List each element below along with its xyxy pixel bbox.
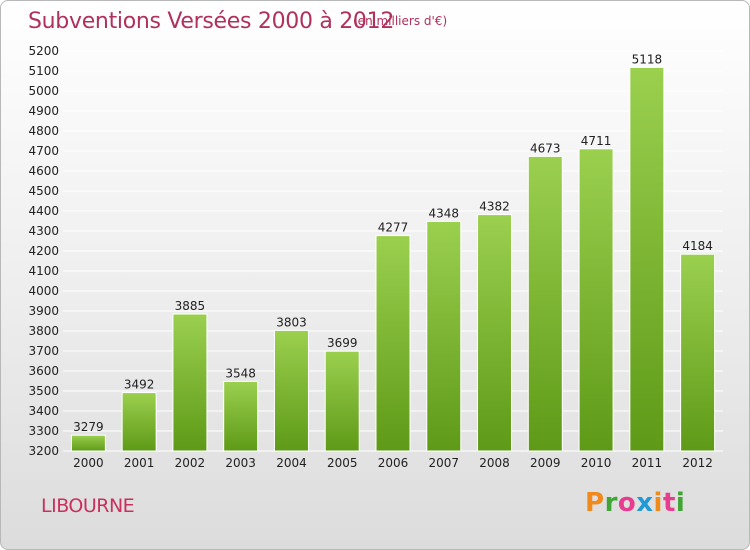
y-tick-label: 4800 — [28, 124, 59, 138]
chart-subtitle: (en milliers d'€) — [353, 14, 448, 28]
y-tick-label: 3500 — [28, 384, 59, 398]
value-label: 5118 — [632, 52, 663, 66]
brand-letter: t — [662, 488, 676, 518]
bar-2005 — [324, 350, 360, 452]
chart-title: Subventions Versées 2000 à 2012 — [28, 9, 395, 34]
value-label: 3885 — [175, 299, 206, 313]
x-tick-label: 2004 — [276, 456, 307, 470]
x-tick-label: 2005 — [327, 456, 358, 470]
bar-2011 — [629, 66, 665, 452]
value-label: 4348 — [428, 206, 459, 220]
y-tick-label: 4500 — [28, 184, 59, 198]
bar-2003 — [223, 380, 259, 452]
x-tick-label: 2003 — [225, 456, 256, 470]
value-label: 4277 — [378, 221, 409, 235]
y-tick-label: 3800 — [28, 324, 59, 338]
bar-2000 — [70, 434, 106, 452]
brand-letter: o — [617, 488, 637, 518]
x-tick-label: 2002 — [175, 456, 206, 470]
y-tick-label: 4200 — [28, 244, 59, 258]
y-tick-label: 5200 — [28, 44, 59, 58]
y-tick-label: 3400 — [28, 404, 59, 418]
x-tick-label: 2010 — [581, 456, 612, 470]
place-name: LIBOURNE — [41, 495, 135, 517]
bar-2008 — [477, 214, 513, 452]
x-tick-label: 2011 — [632, 456, 663, 470]
y-tick-label: 5000 — [28, 84, 59, 98]
x-tick-label: 2009 — [530, 456, 561, 470]
y-tick-label: 5100 — [28, 64, 59, 78]
value-label: 3803 — [276, 315, 307, 329]
brand-letter: i — [653, 488, 663, 518]
bar-2007 — [426, 220, 462, 452]
bar-2012 — [680, 253, 716, 452]
y-tick-label: 3200 — [28, 444, 59, 458]
value-label: 4673 — [530, 141, 561, 155]
value-label: 3492 — [124, 378, 155, 392]
y-tick-label: 3600 — [28, 364, 59, 378]
value-label: 3548 — [225, 366, 256, 380]
y-tick-label: 3300 — [28, 424, 59, 438]
brand-letter: P — [585, 488, 605, 518]
bar-2001 — [121, 392, 157, 452]
value-label: 3699 — [327, 336, 358, 350]
bar-2009 — [527, 155, 563, 452]
value-label: 4382 — [479, 200, 510, 214]
y-tick-label: 4400 — [28, 204, 59, 218]
brand-letter: r — [604, 488, 618, 518]
y-tick-label: 4300 — [28, 224, 59, 238]
y-tick-label: 4000 — [28, 284, 59, 298]
bar-2010 — [578, 148, 614, 452]
y-tick-label: 4700 — [28, 144, 59, 158]
y-tick-label: 4900 — [28, 104, 59, 118]
y-tick-label: 3900 — [28, 304, 59, 318]
brand-letter: x — [636, 488, 654, 518]
x-tick-label: 2006 — [378, 456, 409, 470]
bar-2004 — [273, 329, 309, 452]
brand-letter: i — [675, 488, 686, 518]
x-tick-label: 2000 — [73, 456, 104, 470]
y-tick-label: 3700 — [28, 344, 59, 358]
brand-logo: Proxiti — [585, 488, 685, 518]
value-label: 4711 — [581, 134, 612, 148]
value-label: 4184 — [682, 239, 713, 253]
y-tick-label: 4100 — [28, 264, 59, 278]
x-tick-label: 2007 — [428, 456, 459, 470]
x-tick-label: 2012 — [682, 456, 713, 470]
bar-2002 — [172, 313, 208, 452]
y-tick-label: 4600 — [28, 164, 59, 178]
bar-2006 — [375, 235, 411, 452]
value-label: 3279 — [73, 420, 104, 434]
x-tick-label: 2001 — [124, 456, 155, 470]
x-tick-label: 2008 — [479, 456, 510, 470]
